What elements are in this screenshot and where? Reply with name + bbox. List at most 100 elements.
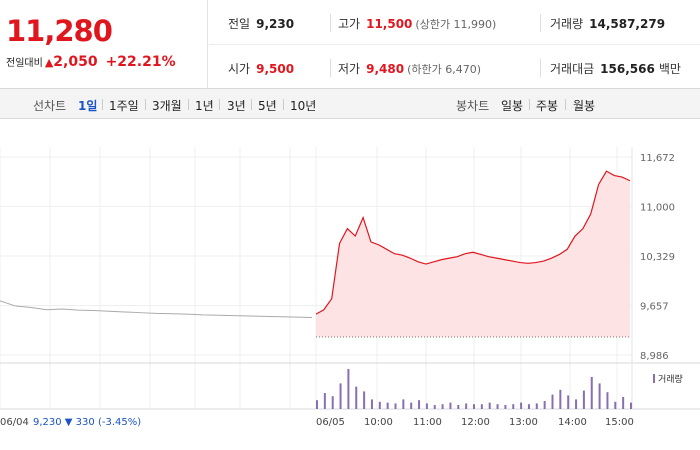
change-value: 2,050 [53,54,98,70]
volume-bar [418,400,421,409]
stats-divider [209,44,700,45]
y-tick-label: 9,657 [640,302,669,313]
volume-bar [473,404,475,409]
stat-value: 9,230 [256,17,295,31]
volume-bar [339,383,342,409]
x-tick-label: 12:00 [461,417,490,428]
divider [145,99,146,110]
stat-prev-close: 전일 9,230 [228,15,294,32]
line-chart-label: 선차트 [33,99,67,113]
volume-bar [355,386,358,409]
volume-bar [590,377,593,409]
volume-bar [527,404,530,409]
volume-bar [606,392,609,409]
tab-weekly-candle[interactable]: 주봉 [536,99,559,113]
divider [529,99,530,110]
stat-value: 9,480 [366,62,405,76]
stat-sub: (상한가 11,990) [415,18,497,31]
divider [540,14,541,32]
x-tick-label: 13:00 [509,417,538,428]
divider [565,99,566,110]
volume-bar [614,401,617,409]
tab-monthly-candle[interactable]: 월봉 [573,99,596,113]
y-axis: 11,672 11,000 10,329 9,657 8,986 [640,153,675,362]
divider [330,59,331,77]
stat-label: 전일 [228,17,251,31]
volume-bar [441,404,444,409]
volume-bar [331,396,334,409]
prev-close-footer: 9,230 ▼ 330 (-3.45%) [33,417,141,428]
quote-header: 11,280 전일대비 ▲2,050 +22.21% 전일 9,230 시가 9,500… [0,0,700,89]
volume-bar [363,391,366,409]
stat-label: 시가 [228,62,251,76]
tab-1week[interactable]: 1주일 [109,99,139,113]
x-axis: 06/04 06/05 10:00 11:00 12:00 13:00 14:00 15:00… [0,417,634,428]
volume-bar [598,383,601,409]
x-tick-label: 10:00 [364,417,393,428]
stat-low: 저가 9,480 (하한가 6,470) [338,60,481,77]
divider [102,99,103,110]
stat-volume: 거래량 14,587,279 [550,15,665,32]
today-area-fill [316,171,630,338]
volume-bar [480,404,483,409]
chart-period-tabs: 선차트 1일 1주일 3개월 1년 3년 5년 10년 봉차트 일봉 주봉 월봉 [0,89,700,119]
tab-1year[interactable]: 1년 [195,99,214,113]
volume-bar [465,403,468,409]
volume-bar [433,405,436,409]
volume-bar [316,400,318,409]
stat-open: 시가 9,500 [228,60,294,77]
stat-label: 거래대금 [550,62,595,76]
tab-3year[interactable]: 3년 [227,99,246,113]
volume-bar [323,393,326,409]
divider [188,99,189,110]
stat-unit: 백만 [658,62,681,76]
divider [219,99,220,110]
volume-bar [551,394,554,409]
divider [540,59,541,77]
volume-bar [394,403,397,409]
change-label: 전일대비 [6,58,43,69]
today-price-line [315,170,631,315]
x-tick-label: 14:00 [558,417,587,428]
y-tick-label: 10,329 [640,252,675,263]
change-percent: +22.21% [105,54,176,70]
up-arrow-icon: ▲ [44,56,54,69]
stat-label: 고가 [338,17,361,31]
stat-sub: (하한가 6,470) [407,63,481,76]
tab-5year[interactable]: 5년 [258,99,277,113]
tab-10year[interactable]: 10년 [290,99,317,113]
candle-chart-label: 봉차트 [456,99,490,113]
tab-daily-candle[interactable]: 일봉 [501,99,524,113]
volume-bar [622,397,625,409]
tab-3month[interactable]: 3개월 [152,99,182,113]
volume-bar [496,404,499,409]
stat-label: 거래량 [550,17,584,31]
volume-bar [378,401,381,409]
volume-bar [386,402,389,409]
volume-bar [504,405,507,409]
volume-bar [402,399,405,409]
divider [251,99,252,110]
x-tick-label: 15:00 [605,417,634,428]
volume-bar [559,389,562,409]
volume-bar [543,401,546,409]
volume-bar [630,402,632,409]
stat-value: 11,500 [366,17,413,31]
price-lines [0,170,631,338]
divider [283,99,284,110]
volume-bar [535,403,538,409]
price-box: 11,280 전일대비 ▲2,050 +22.21% [0,0,208,89]
volume-legend-label: 거래량 [658,373,683,385]
x-tick-label: 06/04 [0,417,29,428]
volume-bar [520,402,523,409]
volume-bar [425,403,428,409]
volume-legend-swatch [653,374,655,383]
prev-day-line [0,300,313,318]
volume-bars: 거래량 [316,369,683,409]
tab-1day[interactable]: 1일 [78,99,98,113]
volume-bar [488,402,491,409]
y-tick-label: 11,672 [640,153,675,164]
volume-bar [457,405,460,409]
